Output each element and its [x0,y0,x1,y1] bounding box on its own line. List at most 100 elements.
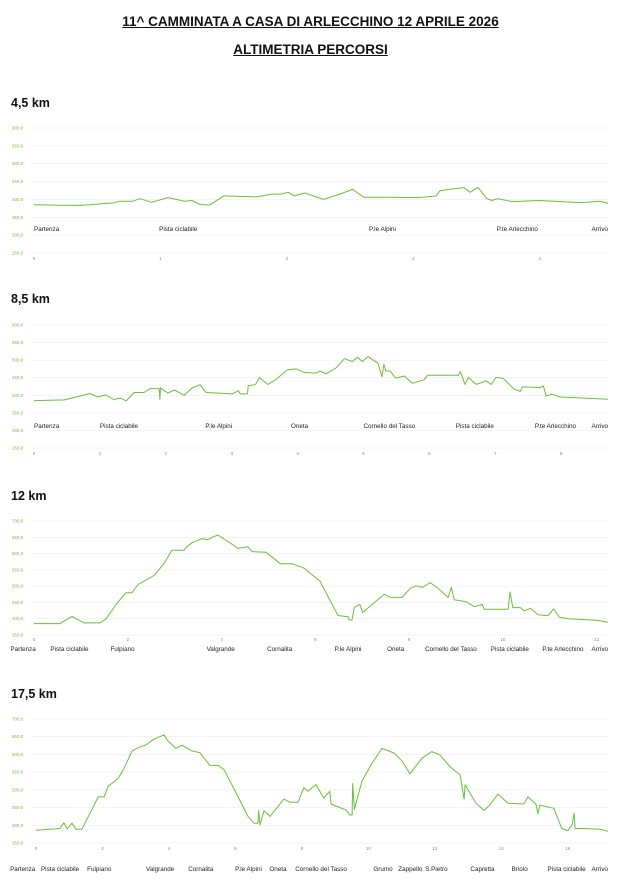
y-tick-label: 400,0 [12,823,24,828]
y-tick-label: 550,0 [12,340,24,345]
chart-title-4-5km: 4,5 km [11,96,50,110]
y-tick-label: 250,0 [12,251,24,256]
x-tick-label: 8 [408,637,411,642]
waypoint-label: Valgrande [207,646,236,653]
y-tick-label: 300,0 [12,233,24,238]
waypoint-label: Partenza [34,226,60,233]
x-tick-label: 2 [165,451,168,456]
x-tick-label: 8 [560,451,563,456]
waypoint-label: P.le Alpini [335,646,362,653]
waypoint-label: P.le Alpini [235,866,262,873]
waypoint-label: Oneta [269,866,287,873]
waypoint-label: Oneta [291,423,309,430]
y-tick-label: 450,0 [12,375,24,380]
y-tick-label: 500,0 [12,584,24,589]
y-tick-label: 500,0 [12,787,24,792]
waypoint-label: Cornalita [267,646,293,653]
elevation-line [33,356,609,402]
x-tick-label: 3 [230,451,233,456]
y-tick-label: 700,0 [12,717,24,722]
waypoint-label: Valgrande [146,866,175,873]
x-tick-label: 2 [101,846,104,851]
chart-2: 700,0 650,0 600,0 550,0 500,0 450,0 400,0 350,0… [11,519,609,654]
chart-0: 600,0 550,0 500,0 450,0 400,0 350,0 300,0 250,0… [12,126,608,262]
x-tick-label: 5 [362,451,365,456]
x-tick-label: 12 [432,846,438,851]
waypoint-label: Cornalita [188,866,214,873]
x-tick-label: 4 [220,637,223,642]
waypoint-label: Pista ciclabile [548,866,587,873]
waypoint-label: Oneta [387,646,405,653]
x-tick-label: 0 [33,256,36,261]
waypoint-label: Arrivo [592,226,609,233]
chart-title-12km: 12 km [11,489,47,503]
y-tick-label: 400,0 [12,616,24,621]
y-tick-label: 300,0 [12,428,24,433]
y-tick-label: 550,0 [12,770,24,775]
elevation-line [34,534,609,625]
x-tick-label: 1 [159,256,162,261]
waypoint-label: Pista ciclabile [491,646,530,653]
y-tick-label: 650,0 [12,535,24,540]
elevation-line [33,186,609,206]
x-tick-label: 6 [428,451,431,456]
y-tick-label: 400,0 [12,197,24,202]
y-tick-label: 700,0 [12,519,24,524]
x-tick-label: 10 [366,846,372,851]
x-tick-label: 12 [594,637,600,642]
x-tick-label: 0 [35,846,38,851]
x-tick-label: 14 [499,846,505,851]
y-tick-label: 600,0 [12,323,24,328]
x-tick-label: 16 [565,846,571,851]
y-tick-label: 500,0 [12,358,24,363]
waypoint-label: P.le Alpini [205,423,232,430]
x-tick-label: 3 [412,256,415,261]
x-tick-label: 7 [494,451,497,456]
y-tick-label: 350,0 [12,841,24,846]
x-tick-label: 4 [296,451,299,456]
document-title: 11^ CAMMINATA A CASA DI ARLECCHINO 12 AP… [122,14,499,29]
y-tick-label: 450,0 [12,805,24,810]
waypoint-label: Pista ciclabile [41,866,80,873]
waypoint-label: Partenza [11,646,37,653]
y-tick-label: 650,0 [12,734,24,739]
waypoint-label: Briolo [512,866,529,873]
x-tick-label: 4 [538,256,541,261]
y-tick-label: 350,0 [12,215,24,220]
waypoint-label: Arrivo [592,646,609,653]
x-tick-label: 2 [127,637,130,642]
x-tick-label: 6 [234,846,237,851]
waypoint-label: S.Pietro [425,866,448,873]
x-tick-label: 8 [301,846,304,851]
waypoint-label: Grumo [373,866,393,873]
chart-title-17-5km: 17,5 km [11,687,57,701]
waypoint-label: Partenza [10,866,36,873]
waypoint-label: Zappello [398,866,423,873]
waypoint-label: Cornello del Tasso [425,646,477,653]
waypoint-label: P.te Arlecchino [535,423,577,430]
y-tick-label: 550,0 [12,567,24,572]
waypoint-label: Partenza [34,423,60,430]
waypoint-label: Fulpiano [110,646,135,653]
y-tick-label: 600,0 [12,126,24,131]
y-tick-label: 600,0 [12,752,24,757]
y-tick-label: 450,0 [12,179,24,184]
y-tick-label: 400,0 [12,393,24,398]
waypoint-label: Arrivo [592,423,609,430]
waypoint-label: Cornello del Tasso [295,866,347,873]
waypoint-label: Cornello del Tasso [364,423,416,430]
waypoint-label: Capretta [470,866,495,873]
y-tick-label: 350,0 [12,410,24,415]
y-tick-label: 350,0 [12,633,24,638]
x-tick-label: 10 [500,637,506,642]
waypoint-label: Pista ciclabile [50,646,89,653]
y-tick-label: 600,0 [12,551,24,556]
chart-3: 700,0 650,0 600,0 550,0 500,0 450,0 400,0 350,0… [10,717,608,874]
x-tick-label: 2 [286,256,289,261]
waypoint-label: Pista ciclabile [100,423,139,430]
x-tick-label: 6 [314,637,317,642]
chart-title-8-5km: 8,5 km [11,292,50,306]
y-tick-label: 500,0 [12,161,24,166]
waypoint-label: P.te Arlecchino [497,226,539,233]
